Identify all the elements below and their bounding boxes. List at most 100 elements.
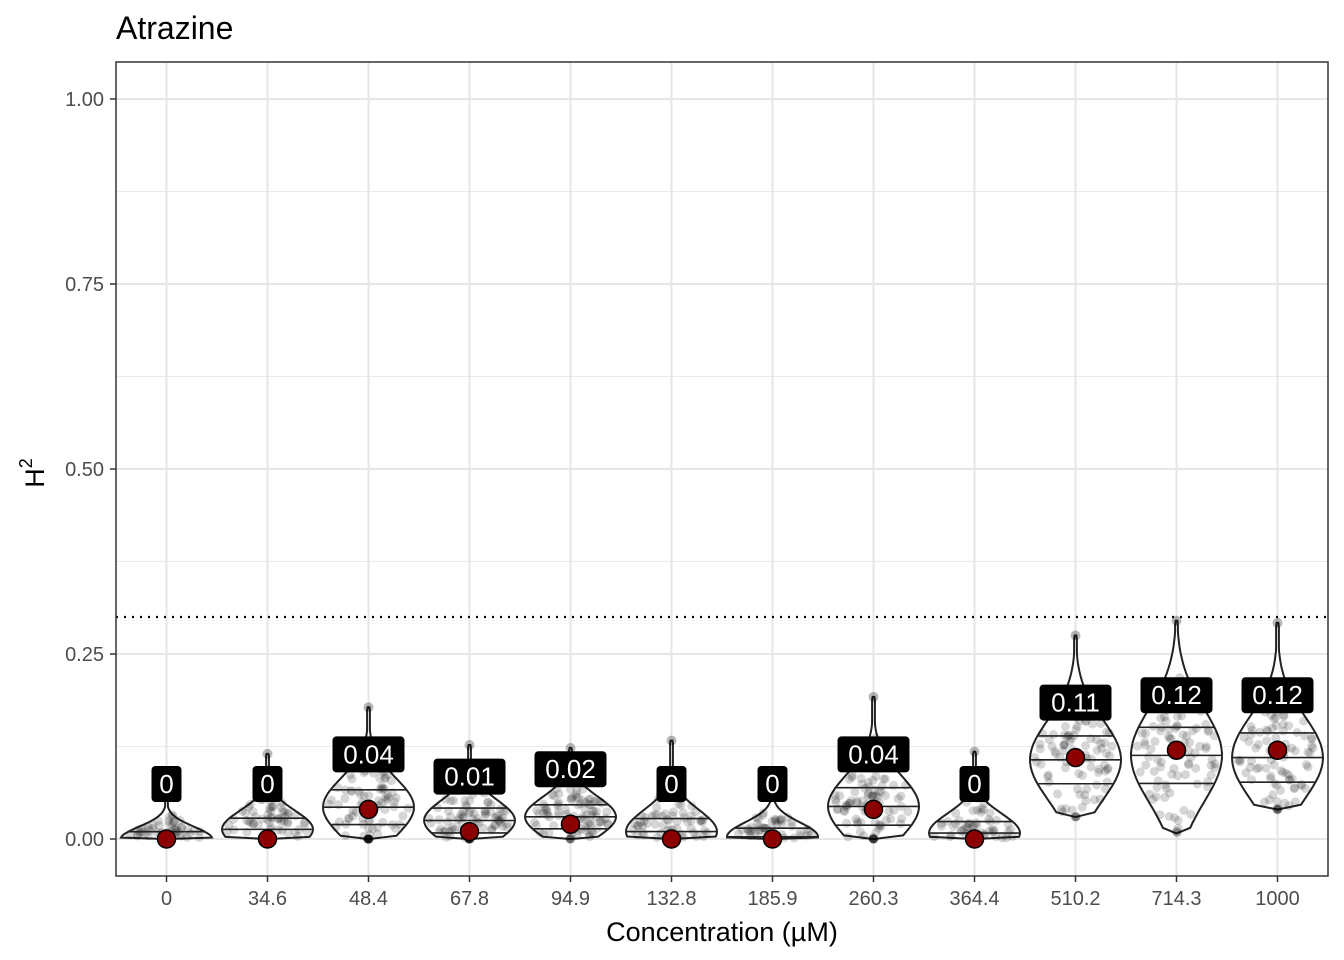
jitter-point	[486, 799, 496, 809]
jitter-point	[1092, 745, 1102, 755]
violin-outline	[1230, 621, 1325, 811]
jitter-point	[633, 821, 643, 831]
jitter-point	[153, 816, 163, 826]
jitter-point	[874, 824, 884, 833]
jitter-point	[458, 811, 468, 821]
jitter-point	[148, 820, 158, 830]
jitter-point	[172, 823, 181, 833]
jitter-point	[1059, 740, 1069, 750]
jitter-point	[1070, 812, 1080, 822]
jitter-point	[1251, 743, 1261, 753]
jitter-point	[858, 796, 868, 806]
value-label: 0.11	[1051, 688, 1100, 718]
jitter-point	[678, 808, 688, 818]
jitter-point	[850, 787, 860, 797]
jitter-point	[493, 811, 503, 821]
jitter-point	[326, 795, 336, 805]
jitter-point	[364, 791, 374, 801]
jitter-point	[1065, 737, 1075, 747]
jitter-point	[382, 795, 392, 805]
jitter-point	[375, 773, 385, 783]
jitter-point	[1059, 730, 1069, 740]
jitter-point	[874, 786, 884, 796]
jitter-point	[1266, 771, 1276, 781]
jitter-point	[575, 799, 585, 809]
jitter-point	[480, 811, 490, 821]
jitter-point	[775, 815, 785, 825]
jitter-point	[1082, 784, 1092, 794]
jitter-point	[359, 791, 369, 801]
jitter-point	[1107, 741, 1117, 751]
jitter-point	[267, 802, 277, 812]
jitter-point	[903, 807, 913, 817]
jitter-point	[586, 794, 596, 804]
jitter-point	[1096, 719, 1106, 729]
jitter-point	[253, 821, 263, 831]
jitter-point	[469, 809, 479, 819]
jitter-point	[1156, 713, 1166, 723]
jitter-point	[364, 834, 373, 844]
jitter-point	[164, 816, 173, 826]
jitter-point	[1245, 762, 1255, 772]
jitter-point	[1070, 630, 1081, 641]
jitter-point	[737, 825, 747, 835]
jitter-point	[1094, 767, 1103, 777]
jitter-point	[364, 834, 373, 844]
jitter-point	[299, 818, 309, 828]
jitter-point	[1186, 809, 1196, 819]
jitter-point	[1290, 783, 1299, 793]
jitter-point	[585, 832, 595, 842]
jitter-point	[290, 811, 300, 821]
jitter-point	[1269, 714, 1279, 724]
jitter-point	[1173, 771, 1183, 781]
jitter-point	[1053, 789, 1062, 799]
jitter-point	[1246, 722, 1256, 731]
jitter-point	[377, 798, 387, 808]
jitter-point	[886, 814, 896, 824]
jitter-point	[751, 813, 761, 823]
jitter-point	[436, 824, 446, 834]
jitter-point	[363, 824, 373, 834]
jitter-point	[630, 818, 640, 828]
jitter-point	[871, 827, 881, 837]
jitter-point	[154, 821, 164, 830]
jitter-point	[868, 833, 878, 843]
jitter-point	[583, 819, 593, 829]
jitter-point	[1133, 741, 1142, 751]
jitter-point	[787, 821, 797, 831]
jitter-point	[489, 821, 499, 831]
jitter-point	[1273, 803, 1283, 813]
jitter-point	[1160, 792, 1170, 802]
jitter-point	[1071, 812, 1081, 822]
jitter-point	[553, 799, 563, 809]
jitter-point	[386, 776, 396, 786]
jitter-point	[266, 802, 276, 812]
jitter-point	[758, 810, 768, 820]
jitter-point	[1103, 763, 1113, 773]
jitter-point	[1074, 769, 1084, 778]
jitter-point	[248, 819, 258, 829]
jitter-point	[380, 805, 390, 814]
jitter-point	[700, 826, 710, 836]
jitter-point	[263, 815, 273, 824]
jitter-point	[1290, 797, 1300, 807]
jitter-point	[1096, 738, 1106, 748]
jitter-point	[1081, 741, 1090, 751]
jitter-point	[1071, 724, 1081, 734]
jitter-point	[1051, 749, 1061, 759]
jitter-point	[842, 800, 852, 810]
x-tick-label: 260.3	[848, 888, 898, 910]
jitter-point	[132, 825, 142, 835]
point-estimate-132.8	[661, 829, 682, 849]
jitter-point	[776, 816, 786, 826]
jitter-point	[929, 832, 939, 842]
jitter-point	[963, 822, 973, 832]
jitter-point	[169, 816, 179, 826]
y-axis-title: H2	[16, 458, 50, 488]
jitter-point	[1140, 737, 1150, 747]
jitter-point	[1297, 781, 1307, 791]
jitter-point	[954, 816, 964, 826]
value-label: 0	[765, 769, 779, 799]
jitter-point	[699, 832, 708, 841]
jitter-point	[776, 814, 786, 824]
